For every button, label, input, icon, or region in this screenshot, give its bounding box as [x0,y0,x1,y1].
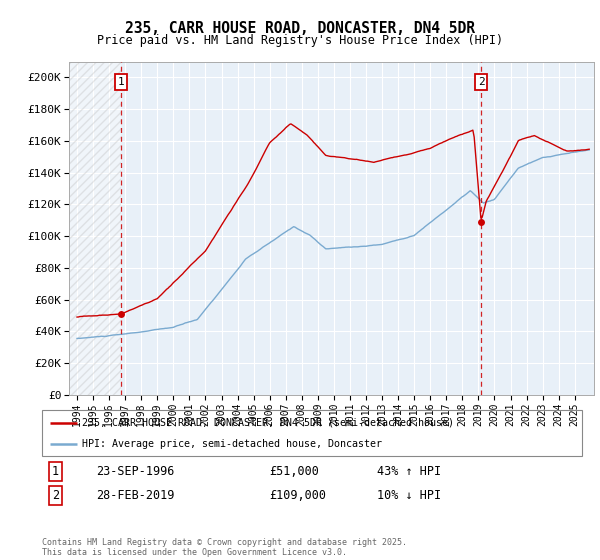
Text: 2: 2 [478,77,485,87]
Text: 235, CARR HOUSE ROAD, DONCASTER, DN4 5DR (semi-detached house): 235, CARR HOUSE ROAD, DONCASTER, DN4 5DR… [83,418,455,428]
Text: £51,000: £51,000 [269,465,319,478]
Text: 28-FEB-2019: 28-FEB-2019 [96,489,175,502]
Text: 235, CARR HOUSE ROAD, DONCASTER, DN4 5DR: 235, CARR HOUSE ROAD, DONCASTER, DN4 5DR [125,21,475,36]
Text: £109,000: £109,000 [269,489,326,502]
Text: HPI: Average price, semi-detached house, Doncaster: HPI: Average price, semi-detached house,… [83,439,383,449]
Text: Price paid vs. HM Land Registry's House Price Index (HPI): Price paid vs. HM Land Registry's House … [97,34,503,46]
Text: 1: 1 [52,465,59,478]
Text: 2: 2 [52,489,59,502]
Text: Contains HM Land Registry data © Crown copyright and database right 2025.
This d: Contains HM Land Registry data © Crown c… [42,538,407,557]
Text: 23-SEP-1996: 23-SEP-1996 [96,465,175,478]
Text: 1: 1 [118,77,124,87]
Text: 43% ↑ HPI: 43% ↑ HPI [377,465,441,478]
Text: 10% ↓ HPI: 10% ↓ HPI [377,489,441,502]
Bar [69,62,121,395]
